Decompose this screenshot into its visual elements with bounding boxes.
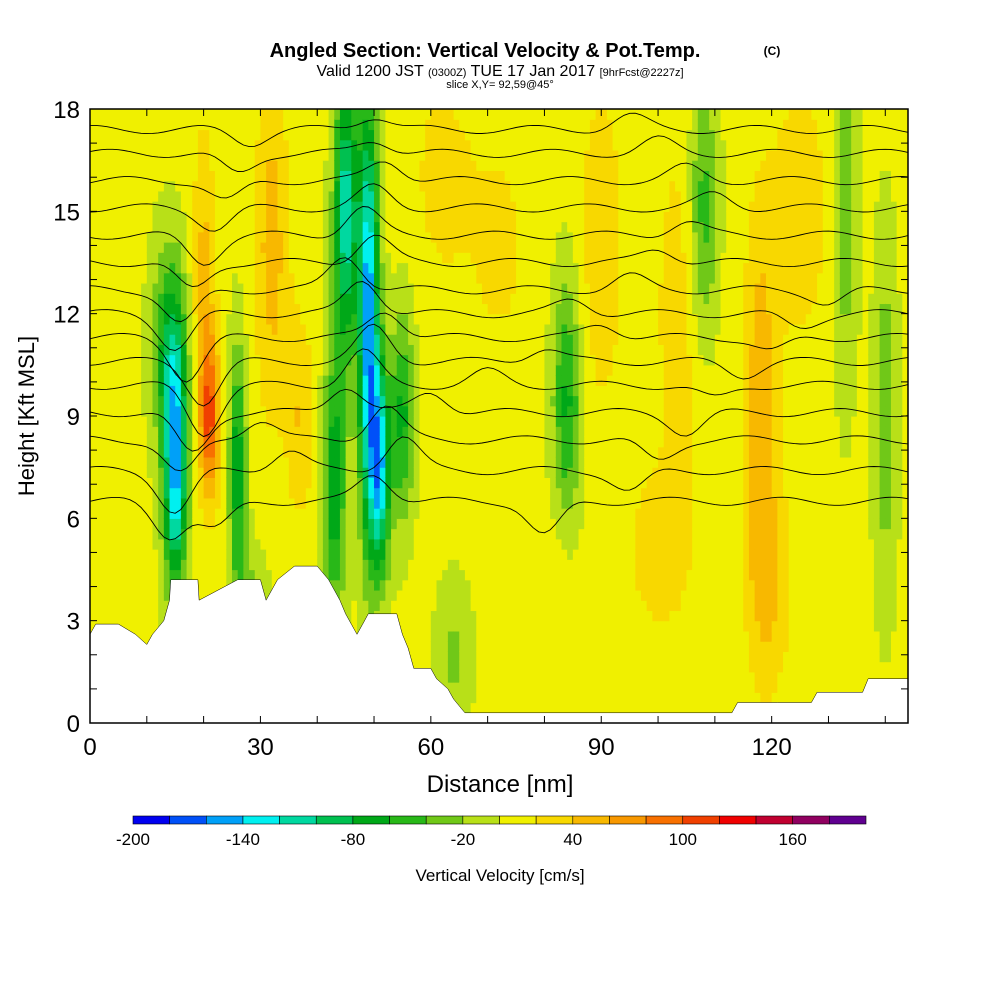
y-axis-label: Height [Kft MSL]	[14, 336, 39, 496]
colorbar-swatch	[792, 815, 830, 825]
theta-contour	[90, 388, 908, 452]
colorbar-swatch	[242, 815, 280, 825]
colorbar-swatch	[755, 815, 793, 825]
subtitle-date: TUE 17 Jan 2017	[471, 63, 596, 80]
colorbar-swatch	[462, 815, 500, 825]
theta-contour	[90, 161, 908, 199]
theta-contours	[90, 112, 908, 541]
colorbar-swatch	[645, 815, 684, 825]
x-tick-label: 60	[417, 734, 444, 761]
x-tick-label: 0	[83, 734, 96, 761]
colorbar-tick-label: 40	[563, 830, 582, 849]
chart-title-unit: (C)	[764, 44, 781, 58]
subtitle-utc: (0300Z)	[428, 67, 467, 79]
slice-info: slice X,Y= 92,59@45°	[446, 79, 554, 91]
y-tick-label: 9	[67, 404, 80, 431]
colorbar-swatch	[279, 815, 317, 825]
colorbar-swatch	[609, 815, 647, 825]
colorbar-tick-label: 100	[669, 830, 697, 849]
x-axis-label: Distance [nm]	[427, 771, 574, 798]
theta-contour	[90, 257, 908, 323]
theta-contour	[90, 323, 908, 407]
colorbar-tick-label: -140	[226, 830, 260, 849]
colorbar-swatch	[499, 815, 537, 825]
colorbar: -200 -140 -80 -20 40 100 160	[116, 815, 867, 849]
colorbar-swatch	[535, 815, 574, 825]
subtitle-forecast: [9hrFcst@2227z]	[600, 67, 684, 79]
theta-contour	[90, 312, 908, 383]
theta-contour	[90, 405, 908, 472]
theta-contour	[90, 234, 908, 288]
colorbar-swatch	[315, 815, 354, 825]
colorbar-swatch	[206, 815, 244, 825]
colorbar-swatch	[572, 815, 610, 825]
colorbar-tick-label: -200	[116, 830, 150, 849]
theta-contour	[90, 135, 908, 172]
colorbar-label: Vertical Velocity [cm/s]	[415, 866, 584, 885]
colorbar-swatch	[352, 815, 390, 825]
colorbar-tick-label: -80	[341, 830, 366, 849]
theta-contour	[90, 475, 908, 541]
colorbar-swatch	[169, 815, 207, 825]
plot-area	[90, 109, 908, 723]
x-tick-label: 120	[752, 734, 792, 761]
terrain-mask	[90, 565, 908, 723]
y-tick-label: 3	[67, 609, 80, 636]
chart-title: Angled Section: Vertical Velocity & Pot.…	[270, 40, 701, 62]
y-tick-label: 15	[53, 199, 80, 226]
colorbar-swatch	[132, 815, 170, 825]
theta-contour	[90, 112, 908, 148]
x-tick-label: 90	[588, 734, 615, 761]
theta-contour	[90, 348, 908, 438]
colorbar-swatch	[719, 815, 757, 825]
y-tick-label: 12	[53, 302, 80, 329]
chart-subtitle: Valid 1200 JST (0300Z) TUE 17 Jan 2017 […	[316, 63, 683, 80]
theta-contour	[90, 206, 908, 266]
colorbar-swatch	[682, 815, 720, 825]
theta-contour	[90, 183, 908, 232]
theta-contour	[90, 436, 908, 514]
x-tick-label: 30	[247, 734, 274, 761]
colorbar-tick-label: 160	[779, 830, 807, 849]
theta-contour	[90, 281, 908, 351]
colorbar-swatch	[425, 815, 464, 825]
colorbar-swatch	[829, 815, 867, 825]
y-tick-label: 18	[53, 97, 80, 124]
colorbar-swatch	[389, 815, 427, 825]
axes: 0 30 60 90 120 0 3 6 9 12 15 18	[53, 97, 908, 761]
colorbar-tick-label: -20	[451, 830, 476, 849]
subtitle-valid: Valid 1200 JST	[316, 63, 424, 80]
y-tick-label: 0	[67, 711, 80, 738]
y-tick-label: 6	[67, 506, 80, 533]
